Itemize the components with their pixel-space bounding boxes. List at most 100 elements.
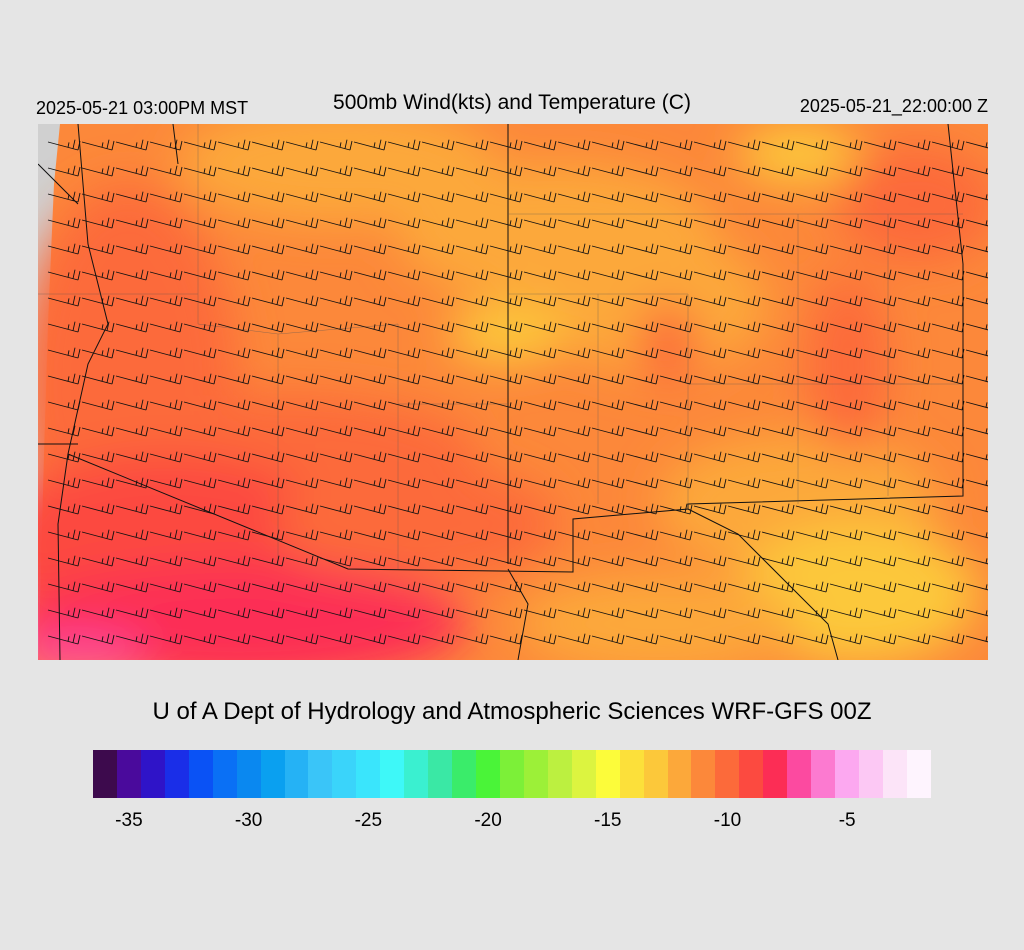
wind-barb — [693, 269, 727, 281]
wind-barb — [421, 425, 455, 437]
wind-barb — [251, 321, 285, 333]
colorbar-swatch — [882, 750, 907, 798]
wind-barb — [761, 373, 795, 385]
colorbar-swatch — [308, 750, 333, 798]
wind-barb — [47, 451, 81, 463]
wind-barb — [795, 191, 829, 203]
wind-barb — [625, 477, 659, 489]
wind-barb — [897, 217, 931, 229]
wind-barb — [727, 165, 761, 177]
wind-barb — [591, 139, 625, 151]
wind-barb — [149, 529, 183, 541]
wind-barb — [897, 425, 931, 437]
wind-barb — [557, 165, 591, 177]
wind-barb — [421, 529, 455, 541]
wind-barb — [693, 165, 727, 177]
wind-barb — [693, 529, 727, 541]
wind-barb — [149, 607, 183, 619]
wind-barb — [659, 425, 693, 437]
wind-barb — [965, 349, 988, 357]
wind-barb — [285, 347, 319, 359]
wind-barb — [591, 373, 625, 385]
wind-barb — [319, 399, 353, 411]
wind-barb — [897, 347, 931, 359]
wind-barb — [829, 373, 863, 385]
wind-barb — [115, 165, 149, 177]
wind-barb — [251, 425, 285, 437]
wind-barb — [863, 399, 897, 411]
colorbar-swatch — [763, 750, 788, 798]
wind-barb — [591, 503, 625, 515]
wind-barb — [81, 529, 115, 541]
wind-barb — [387, 165, 421, 177]
wind-barb — [761, 295, 795, 307]
wind-barb — [523, 425, 557, 437]
wind-barb — [795, 555, 829, 567]
wind-barb — [285, 425, 319, 437]
wind-barb — [387, 477, 421, 489]
wind-barb — [727, 503, 761, 515]
wind-barb — [353, 451, 387, 463]
wind-barb — [455, 243, 489, 255]
wind-barb — [149, 269, 183, 281]
wind-barb — [251, 477, 285, 489]
wind-barb — [727, 321, 761, 333]
wind-barb — [81, 269, 115, 281]
wind-barb — [591, 477, 625, 489]
wind-barb — [217, 269, 251, 281]
wind-barb — [489, 529, 523, 541]
wind-barb — [897, 581, 931, 593]
wind-barb — [115, 503, 149, 515]
wind-barb — [557, 191, 591, 203]
wind-barb — [557, 633, 591, 645]
colorbar-swatch — [380, 750, 405, 798]
wind-barb — [149, 451, 183, 463]
wind-barb — [489, 581, 523, 593]
wind-barb — [421, 451, 455, 463]
wind-barb — [557, 217, 591, 229]
wind-barb — [523, 529, 557, 541]
wind-barb — [727, 529, 761, 541]
wind-barb — [353, 269, 387, 281]
wind-barb — [761, 451, 795, 463]
wind-barb — [795, 295, 829, 307]
wind-barb — [863, 243, 897, 255]
wind-barb — [285, 243, 319, 255]
colorbar-tick-label: -5 — [838, 810, 856, 831]
wind-barb — [829, 269, 863, 281]
wind-barb — [897, 191, 931, 203]
wind-barb — [523, 347, 557, 359]
wind-barb — [455, 425, 489, 437]
wind-barb — [217, 477, 251, 489]
wind-barb — [421, 269, 455, 281]
colorbar-swatch — [164, 750, 189, 798]
wind-barb — [489, 477, 523, 489]
wind-barb — [829, 243, 863, 255]
wind-barb — [761, 139, 795, 151]
wind-barb — [251, 191, 285, 203]
wind-barb — [319, 165, 353, 177]
wind-barb — [115, 269, 149, 281]
wind-barb — [523, 477, 557, 489]
wind-barb — [693, 321, 727, 333]
wind-barb — [693, 477, 727, 489]
wind-barb — [829, 607, 863, 619]
wind-barb — [829, 217, 863, 229]
wind-barb — [319, 373, 353, 385]
wind-barb — [863, 529, 897, 541]
wind-barb — [591, 425, 625, 437]
wind-barb — [659, 295, 693, 307]
wind-barb — [965, 635, 988, 643]
wind-barb — [183, 373, 217, 385]
colorbar-swatch — [619, 750, 644, 798]
wind-barb — [659, 399, 693, 411]
wind-barb — [829, 139, 863, 151]
wind-barb — [829, 347, 863, 359]
wind-barb — [693, 373, 727, 385]
wind-barb — [625, 555, 659, 567]
wind-barb — [455, 139, 489, 151]
wind-barb — [931, 633, 965, 645]
wind-barb — [455, 295, 489, 307]
wind-barb — [591, 633, 625, 645]
wind-barb — [489, 139, 523, 151]
